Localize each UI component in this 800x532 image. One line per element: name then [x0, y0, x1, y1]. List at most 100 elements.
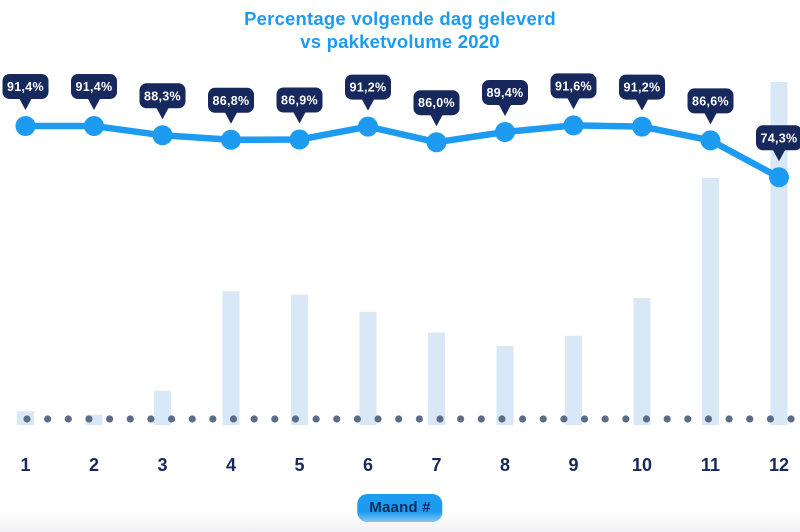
tooltip-box: [756, 125, 800, 151]
tooltip-tail: [635, 97, 649, 111]
value-tooltip: 86,0%: [413, 90, 460, 127]
tooltip-box: [71, 74, 117, 99]
tooltip-value: 89,4%: [487, 86, 524, 100]
baseline-dot: [436, 415, 444, 423]
baseline-dot: [64, 415, 72, 423]
line-point: [563, 115, 584, 136]
line-point: [426, 132, 447, 153]
baseline-dot: [622, 415, 630, 423]
tooltip-value: 91,2%: [624, 81, 661, 95]
tooltip-tail: [361, 97, 375, 111]
tooltip-tail: [18, 97, 33, 110]
tooltip-value: 91,2%: [350, 81, 387, 95]
tooltip-box: [687, 88, 734, 114]
tooltip-value: 86,0%: [418, 96, 455, 110]
x-tick-label: 7: [431, 455, 441, 475]
value-tooltip: 91,4%: [2, 74, 49, 110]
baseline-dot: [188, 415, 196, 423]
volume-bar: [85, 414, 103, 425]
value-tooltip: 91,6%: [550, 73, 597, 110]
tooltip-box: [208, 87, 254, 113]
line-point: [15, 116, 36, 136]
tooltip-tail: [155, 106, 170, 120]
line-point: [84, 116, 104, 136]
line-point: [769, 167, 789, 188]
delivery-line: [15, 115, 789, 188]
x-tick-label: 1: [20, 455, 30, 475]
value-tooltip: 91,2%: [619, 74, 665, 111]
x-axis-ticks: 1 2 3 4 5 6 7 8 9 10 11 12: [20, 455, 789, 475]
baseline-dots: [23, 415, 795, 423]
baseline-dot: [457, 415, 465, 423]
x-tick-label: 5: [294, 455, 304, 475]
value-tooltip: 86,8%: [208, 87, 254, 124]
baseline-dot: [704, 415, 713, 423]
x-tick-label: 8: [500, 455, 510, 475]
volume-bar: [291, 294, 308, 425]
baseline-dot: [209, 415, 217, 423]
line-point: [358, 116, 378, 137]
baseline-dot: [766, 415, 775, 423]
x-tick-label: 2: [89, 455, 99, 475]
tooltip-box: [276, 87, 323, 113]
baseline-dot: [291, 415, 300, 423]
baseline-dot: [498, 415, 506, 423]
x-tick-label: 4: [226, 455, 236, 475]
value-tooltip: 86,6%: [687, 88, 734, 125]
volume-bar: [222, 291, 240, 425]
x-tick-label: 11: [701, 455, 720, 475]
tooltip-value: 91,4%: [76, 80, 113, 94]
line-point: [700, 130, 721, 151]
tooltip-tail: [429, 113, 444, 127]
baseline-dot: [415, 415, 423, 423]
delivery-line-path: [22, 122, 783, 181]
line-point: [495, 122, 515, 142]
tooltip-tail: [224, 110, 238, 124]
baseline-dot: [519, 415, 527, 423]
baseline-dot: [374, 415, 382, 423]
value-tooltip: 91,4%: [71, 74, 117, 110]
line-point: [221, 129, 241, 150]
baseline-dot: [684, 415, 692, 423]
baseline-dot: [44, 415, 52, 423]
baseline-dot: [353, 415, 361, 423]
tooltip-box: [619, 74, 665, 100]
line-point: [289, 129, 310, 150]
baseline-dot: [271, 415, 279, 423]
tooltip-value: 86,8%: [213, 94, 250, 108]
volume-bar: [359, 311, 377, 425]
x-tick-label: 6: [363, 455, 373, 475]
baseline-dot: [580, 415, 589, 423]
line-point: [152, 125, 173, 146]
tooltip-box: [482, 80, 528, 105]
baseline-dot: [333, 415, 341, 423]
baseline-dot: [477, 415, 485, 423]
baseline-dot: [663, 415, 671, 423]
line-point: [632, 116, 652, 137]
volume-bar: [702, 178, 719, 425]
value-tooltip: 89,4%: [482, 80, 528, 116]
baseline-dot: [147, 415, 155, 423]
volume-bar: [770, 82, 788, 425]
volume-bars: [17, 82, 788, 425]
tooltip-tail: [87, 97, 101, 110]
volume-bar: [633, 298, 651, 425]
tooltip-tail: [703, 111, 718, 125]
value-tooltip: 74,3%: [756, 125, 800, 162]
volume-bar: [565, 335, 582, 425]
baseline-dot: [85, 415, 93, 423]
volume-bar: [154, 390, 171, 425]
chart-title-line1: Percentage volgende dag geleverd: [244, 8, 556, 29]
tooltip-box: [2, 74, 49, 99]
baseline-dot: [106, 415, 114, 423]
baseline-dot: [642, 415, 651, 423]
x-tick-label: 10: [632, 455, 652, 475]
tooltip-tail: [498, 103, 512, 116]
value-tooltip: 91,2%: [345, 74, 391, 111]
tooltip-value: 74,3%: [761, 131, 798, 145]
volume-bar: [428, 332, 445, 425]
tooltip-tail: [566, 96, 581, 110]
baseline-dot: [312, 415, 320, 423]
